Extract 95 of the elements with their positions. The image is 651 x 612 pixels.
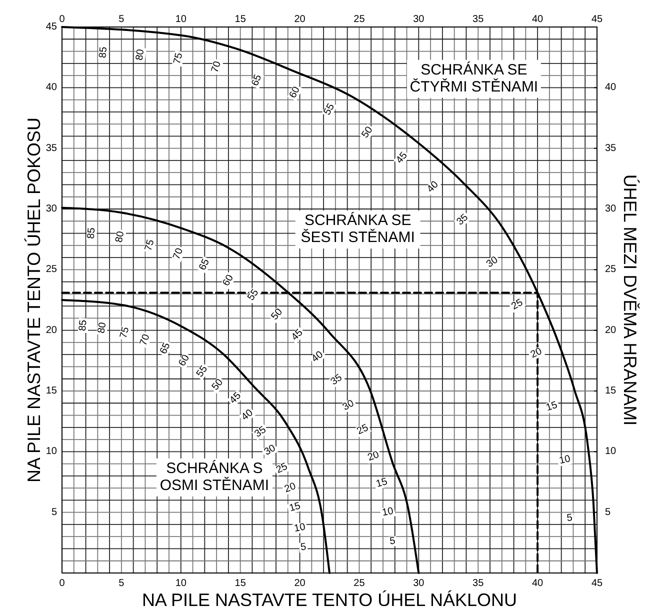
x-tick-label: 25: [354, 14, 366, 25]
annotation: 25: [510, 297, 526, 312]
annotation: 75: [172, 51, 186, 66]
annotation: 35: [252, 424, 269, 440]
annotation: 85: [77, 319, 90, 332]
annotation: 55: [322, 102, 338, 118]
y2-tick-label: 40: [605, 82, 617, 94]
y-tick-label: 35: [46, 142, 58, 154]
annotation: 15: [544, 400, 560, 414]
annotation: 10: [381, 506, 395, 519]
annotation: 50: [269, 306, 286, 322]
annotation: 75: [118, 326, 132, 340]
annotation: 30: [340, 398, 356, 414]
y2-tick-label: 10: [605, 446, 617, 458]
annotation: 70: [171, 246, 186, 262]
annotation: 40: [425, 179, 442, 195]
annotation: 20: [529, 346, 544, 361]
annotation: 10: [293, 522, 307, 535]
annotation: 60: [288, 84, 303, 100]
text: SCHRÁNKA SE ČTYŘMI STĚNAMI: [410, 60, 538, 96]
annotation: 60: [176, 352, 192, 368]
annotation: 20: [283, 480, 298, 496]
annotation: 65: [158, 340, 173, 356]
y2-tick-label: 35: [605, 142, 617, 154]
annotation: 65: [197, 257, 212, 272]
annotation: 25: [274, 461, 290, 476]
x-tick-label: 30: [413, 14, 425, 25]
x-tick-label: 35: [472, 14, 484, 25]
y2-tick-label: 15: [605, 386, 617, 396]
annotation: 55: [246, 287, 262, 303]
annotation: 40: [240, 407, 256, 424]
annotation: 50: [360, 124, 376, 140]
annotation: 15: [374, 476, 390, 490]
x2-tick-label: 25: [354, 578, 366, 589]
annotation: 10: [558, 454, 572, 467]
x-tick-label: 10: [175, 14, 187, 25]
text: SCHRÁNKA S OSMI STĚNAMI: [160, 458, 270, 494]
x2-tick-label: 20: [294, 578, 306, 589]
annotation: 45: [394, 150, 410, 166]
annotation: 70: [210, 60, 224, 74]
annotation: 45: [228, 390, 244, 406]
x-tick-label: 0: [59, 14, 66, 25]
y2-axis-title: ÚHEL MEZI DVĚMA HRANAMI: [620, 174, 640, 426]
annotation: 80: [96, 321, 109, 334]
y-tick-label: 25: [46, 264, 58, 276]
annotation: 30: [484, 254, 500, 270]
x-tick-label: 20: [294, 14, 306, 25]
annotation: 55: [194, 364, 210, 380]
annotation: 65: [250, 72, 264, 88]
annotation: 85: [98, 46, 110, 58]
annotation: 80: [114, 230, 127, 244]
y-tick-label: 15: [46, 386, 58, 396]
annotation: 5: [300, 542, 308, 554]
x-axis-title: NA PILE NASTAVTE TENTO ÚHEL NÁKLONU: [142, 590, 518, 610]
x2-tick-label: 45: [591, 578, 603, 589]
line-series: [61, 26, 598, 574]
annotation: 30: [262, 442, 278, 458]
annotation: 75: [143, 238, 157, 252]
annotation: 40: [310, 348, 326, 365]
x2-tick-label: 0: [59, 578, 66, 589]
x2-tick-label: 30: [413, 578, 425, 589]
annotation: 20: [366, 449, 382, 464]
y-axis-title: NA PILE NASTAVTE TENTO ÚHEL POKOSU: [24, 117, 44, 483]
y-tick-label: 5: [51, 506, 58, 518]
y2-tick-label: 5: [605, 506, 611, 518]
x-tick-label: 5: [118, 14, 125, 25]
annotation: 45: [290, 327, 306, 344]
x2-tick-label: 5: [118, 578, 125, 589]
y2-tick-label: 30: [605, 204, 617, 214]
annotation: 80: [134, 48, 147, 62]
x2-tick-label: 40: [532, 578, 544, 589]
y-tick-label: 10: [46, 446, 58, 458]
x-tick-label: 15: [234, 14, 246, 25]
y-tick-label: 30: [46, 204, 58, 214]
annotation: 35: [454, 212, 471, 228]
y-tick-label: 45: [46, 22, 58, 32]
annotation: 70: [138, 332, 152, 348]
x-tick-label: 45: [591, 14, 603, 25]
annotation: 15: [288, 500, 302, 514]
y-tick-label: 40: [46, 82, 58, 94]
annotation: 50: [210, 376, 226, 393]
x2-tick-label: 10: [175, 578, 187, 589]
annotation: 5: [389, 536, 396, 548]
y2-tick-label: 25: [605, 264, 617, 276]
annotation: 25: [355, 422, 371, 438]
y-tick-label: 20: [46, 324, 58, 336]
x-tick-label: 40: [532, 14, 544, 25]
annotation: 35: [328, 372, 345, 388]
x2-tick-label: 15: [234, 578, 246, 589]
y2-tick-label: 20: [605, 324, 617, 336]
annotation: 60: [220, 272, 236, 288]
annotation: 85: [86, 226, 98, 240]
annotation: 5: [566, 512, 574, 524]
text: SCHRÁNKA SE ŠESTI STĚNAMI: [300, 211, 415, 246]
x2-tick-label: 35: [472, 578, 484, 589]
